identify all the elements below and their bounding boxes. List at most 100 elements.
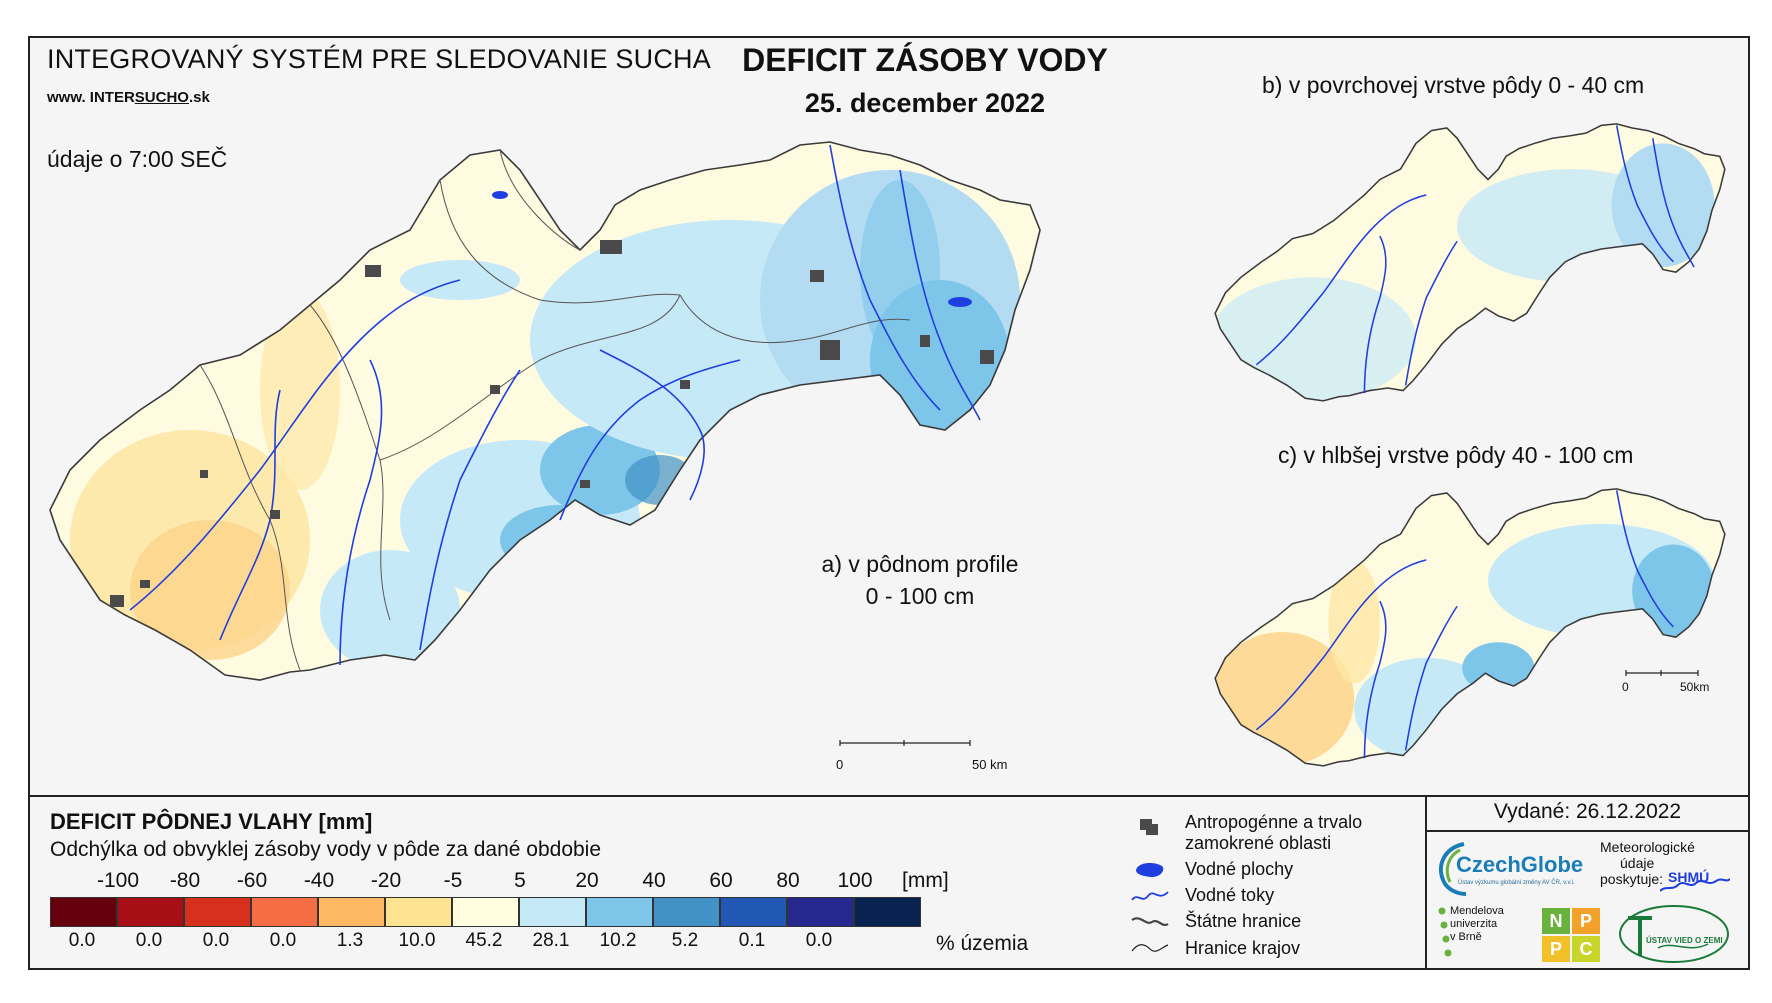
nppc-letter: P xyxy=(1542,936,1570,962)
legend-swatch xyxy=(720,897,787,927)
shmu-waves-icon xyxy=(1660,878,1730,892)
legend-swatch xyxy=(117,897,184,927)
inset-map-b xyxy=(1214,123,1726,402)
nppc-letter: C xyxy=(1572,936,1600,962)
scale-bar-small xyxy=(1625,670,1699,676)
threshold-label: -5 xyxy=(443,869,463,892)
inset-map-c xyxy=(1214,488,1726,767)
symbol-urban-line2: zamokrené oblasti xyxy=(1185,833,1332,853)
legend-swatch xyxy=(854,897,921,927)
threshold-label: 80 xyxy=(776,869,800,892)
url-prefix: www. xyxy=(47,89,86,106)
threshold-label: -40 xyxy=(303,869,335,892)
percent-value: 0.0 xyxy=(202,930,230,951)
czechglobe-name: CzechGlobe xyxy=(1456,852,1584,877)
threshold-label: 40 xyxy=(642,869,666,892)
system-title: INTEGROVANÝ SYSTÉM PRE SLEDOVANIE SUCHA xyxy=(47,44,711,74)
region-border-icon xyxy=(1131,944,1169,952)
scale-main-start: 0 xyxy=(836,757,844,772)
url-suffix: .sk xyxy=(188,89,210,106)
legend-unit: [mm] xyxy=(902,869,949,892)
percent-value: 28.1 xyxy=(532,930,570,951)
scale-main-end: 50 km xyxy=(972,757,1008,772)
legend-swatch xyxy=(787,897,854,927)
website-url[interactable]: www. INTERSUCHO.sk xyxy=(47,89,210,106)
percent-value: 1.3 xyxy=(336,930,364,951)
legend-title: DEFICIT PÔDNEJ VLAHY [mm] xyxy=(50,809,373,834)
legend-swatch xyxy=(586,897,653,927)
czechglobe-subtitle: Ústav výzkumu globální změny AV ČR, v.v.… xyxy=(1458,880,1575,886)
shmu-logo[interactable]: SHMÚ xyxy=(1660,863,1730,893)
mendel-line3: v Brně xyxy=(1450,931,1482,943)
time-note: údaje o 7:00 SEČ xyxy=(47,146,228,172)
nppc-logo[interactable]: N P P C xyxy=(1542,908,1602,964)
threshold-label: 5 xyxy=(514,869,526,892)
logo-divider xyxy=(1425,795,1427,970)
mendel-dots-icon xyxy=(1438,907,1452,957)
state-border-icon xyxy=(1131,917,1169,926)
legend-swatch xyxy=(452,897,519,927)
legend-swatch xyxy=(184,897,251,927)
url-sucho: SUCHO xyxy=(134,89,189,106)
percent-value: 45.2 xyxy=(465,930,503,951)
nppc-letter: P xyxy=(1572,908,1600,934)
threshold-label: -20 xyxy=(370,869,402,892)
meteo-line2: údaje xyxy=(1620,855,1655,871)
percent-value: 0.0 xyxy=(68,930,96,951)
percent-value: 5.2 xyxy=(671,930,699,951)
nppc-letter: N xyxy=(1542,908,1570,934)
percent-value: 0.1 xyxy=(738,930,766,951)
issued-divider xyxy=(1425,830,1750,832)
urban-area-icon xyxy=(1140,819,1158,835)
legend-swatch xyxy=(251,897,318,927)
percent-value: 0.0 xyxy=(135,930,163,951)
legend-divider xyxy=(28,795,1750,797)
meteo-line1: Meteorologické xyxy=(1600,839,1695,855)
legend-swatch xyxy=(50,897,117,927)
legend-swatch xyxy=(318,897,385,927)
meteo-line3: poskytuje: xyxy=(1600,871,1664,887)
map-b-label: b) v povrchovej vrstve pôdy 0 - 40 cm xyxy=(1262,72,1645,98)
river-icon xyxy=(1131,891,1169,901)
mendel-line1: Mendelova xyxy=(1450,905,1504,917)
legend-subtitle: Odchýlka od obvyklej zásoby vody v pôde … xyxy=(50,838,602,861)
main-title: DEFICIT ZÁSOBY VODY xyxy=(742,42,1108,78)
czechglobe-logo[interactable]: CzechGlobe Ústav výzkumu globální změny … xyxy=(1430,836,1592,898)
map-c-label: c) v hlbšej vrstve pôdy 40 - 100 cm xyxy=(1278,442,1634,468)
symbol-river-label: Vodné toky xyxy=(1185,885,1275,905)
threshold-label: 20 xyxy=(575,869,599,892)
symbol-water-label: Vodné plochy xyxy=(1185,859,1294,879)
map-date: 25. december 2022 xyxy=(804,88,1046,118)
threshold-label: -80 xyxy=(169,869,201,892)
threshold-label: 100 xyxy=(837,869,873,892)
earth-science-institute-logo[interactable]: ÚSTAV VIED O ZEMI xyxy=(1618,904,1730,964)
czechglobe-arc-icon xyxy=(1438,842,1467,896)
uvz-name: ÚSTAV VIED O ZEMI xyxy=(1646,936,1723,945)
legend-swatch xyxy=(385,897,452,927)
legend-swatch xyxy=(653,897,720,927)
scale-small-start: 0 xyxy=(1622,680,1629,694)
main-map-a xyxy=(49,141,1041,681)
legend-swatch xyxy=(519,897,586,927)
meteo-provider-note: Meteorologické údaje poskytuje: xyxy=(1600,839,1695,887)
percent-value: 0.0 xyxy=(269,930,297,951)
scale-small-end: 50km xyxy=(1680,680,1710,694)
mendel-university-logo[interactable]: Mendelova univerzita v Brně xyxy=(1438,905,1504,957)
uvz-emblem-icon xyxy=(1619,905,1729,963)
threshold-label: -100 xyxy=(96,869,140,892)
symbol-urban-label: Antropogénne a trvalo zamokrené oblasti xyxy=(1185,812,1362,854)
shmu-name: SHMÚ xyxy=(1668,869,1710,885)
issued-date: Vydané: 26.12.2022 xyxy=(1493,800,1682,823)
threshold-label: -60 xyxy=(236,869,268,892)
scale-bar-main xyxy=(839,740,971,746)
percent-value: 0.0 xyxy=(805,930,833,951)
percent-value: 10.2 xyxy=(599,930,637,951)
mendel-line2: univerzita xyxy=(1450,918,1498,930)
map-a-label-line1: a) v pôdnom profile xyxy=(821,551,1019,577)
water-body-icon xyxy=(1136,862,1164,878)
percent-unit: % územia xyxy=(936,932,1029,955)
percent-value: 10.0 xyxy=(398,930,436,951)
symbol-urban-line1: Antropogénne a trvalo xyxy=(1185,812,1363,832)
symbol-region-border-label: Hranice krajov xyxy=(1185,938,1301,958)
url-inter: INTER xyxy=(89,89,135,106)
